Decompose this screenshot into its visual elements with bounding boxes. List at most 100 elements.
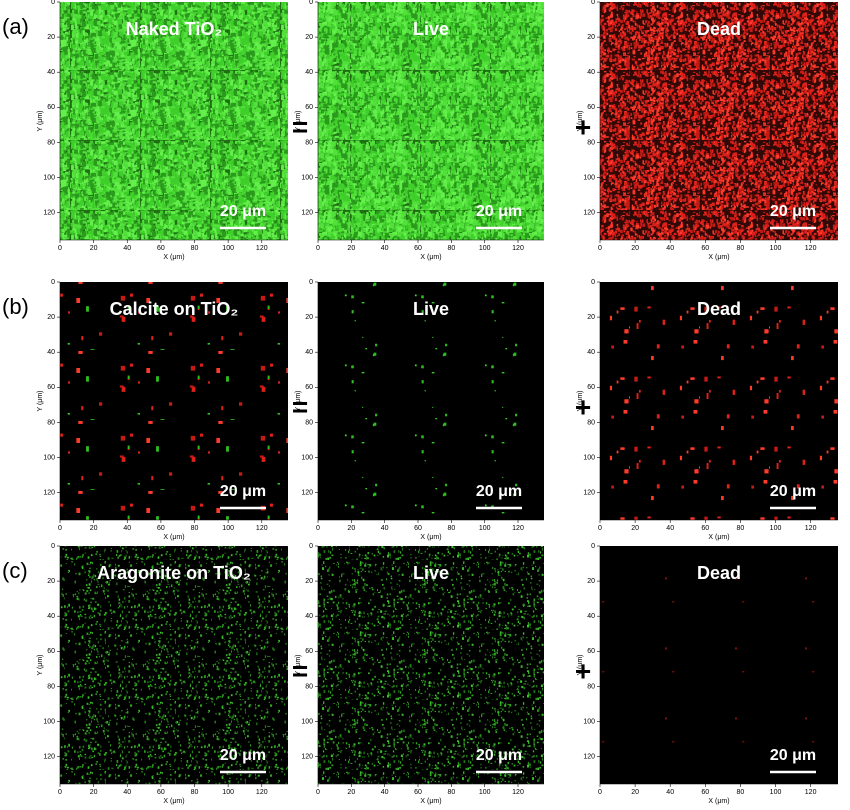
y-tick-label: 60 [305,104,313,111]
y-axis-label: Y (μm) [37,654,44,675]
y-axis-label: Y (μm) [295,390,302,411]
x-tick-label: 0 [316,525,320,532]
y-tick-label: 120 [583,209,595,216]
panel-title: Dead [697,19,741,39]
x-tick-label: 120 [805,245,817,252]
panel-title: Naked TiO₂ [126,19,223,39]
y-axis-label: Y (μm) [37,110,44,131]
x-tick-label: 100 [479,245,491,252]
y-tick-label: 20 [305,578,313,585]
x-tick-label: 100 [479,525,491,532]
x-tick-label: 80 [191,245,199,252]
micrograph-texture [318,282,544,520]
x-tick-label: 60 [414,245,422,252]
x-tick-label: 60 [157,525,165,532]
x-tick-label: 40 [381,245,389,252]
micrograph-texture [600,2,838,240]
y-axis-label: Y (μm) [295,110,302,131]
y-tick-label: 40 [47,349,55,356]
x-tick-label: 120 [512,789,524,796]
y-tick-label: 20 [305,34,313,41]
micrograph-texture [60,282,288,520]
x-tick-label: 40 [381,525,389,532]
x-tick-label: 20 [90,525,98,532]
operator: + [575,655,591,686]
x-tick-label: 120 [805,525,817,532]
y-tick-label: 20 [587,314,595,321]
x-tick-label: 120 [512,525,524,532]
y-tick-label: 80 [47,419,55,426]
row-label: (b) [2,294,29,319]
scale-bar-label: 20 μm [770,747,816,764]
y-axis-label: Y (μm) [577,654,584,675]
y-tick-label: 60 [47,648,55,655]
x-tick-label: 100 [770,525,782,532]
y-tick-label: 120 [583,753,595,760]
x-tick-label: 0 [598,245,602,252]
y-tick-label: 120 [43,489,55,496]
y-tick-label: 80 [305,419,313,426]
x-tick-label: 100 [222,245,234,252]
y-axis-label: Y (μm) [577,390,584,411]
y-axis-label: Y (μm) [577,110,584,131]
scale-bar-label: 20 μm [476,203,522,220]
y-tick-label: 0 [309,543,313,550]
y-axis-label: Y (μm) [295,654,302,675]
y-tick-label: 0 [591,279,595,286]
micrograph-texture [60,2,288,240]
y-tick-label: 0 [51,0,55,6]
y-tick-label: 60 [305,384,313,391]
panel-title: Dead [697,563,741,583]
x-tick-label: 0 [58,789,62,796]
panel-title: Dead [697,299,741,319]
x-tick-label: 100 [222,525,234,532]
y-tick-label: 20 [587,578,595,585]
x-tick-label: 0 [316,245,320,252]
y-tick-label: 20 [47,34,55,41]
operator: + [575,111,591,142]
x-tick-label: 120 [256,245,268,252]
x-tick-label: 120 [256,789,268,796]
y-tick-label: 60 [587,104,595,111]
x-tick-label: 20 [631,525,639,532]
x-axis-label: X (μm) [708,254,729,261]
y-tick-label: 60 [47,384,55,391]
x-tick-label: 20 [347,789,355,796]
micrograph-texture [318,546,544,784]
x-axis-label: X (μm) [708,534,729,541]
y-tick-label: 60 [587,384,595,391]
y-tick-label: 80 [587,683,595,690]
x-tick-label: 40 [666,525,674,532]
panel-title: Calcite on TiO₂ [110,299,239,319]
x-tick-label: 0 [316,789,320,796]
panel-title: Live [413,19,449,39]
operator: = [292,391,308,422]
y-tick-label: 0 [51,279,55,286]
y-axis-label: Y (μm) [37,390,44,411]
operator: = [292,111,308,142]
x-tick-label: 40 [123,789,131,796]
x-tick-label: 20 [90,245,98,252]
scale-bar-label: 20 μm [220,747,266,764]
operator: = [292,655,308,686]
y-tick-label: 100 [43,174,55,181]
y-tick-label: 0 [309,0,313,6]
y-tick-label: 60 [587,648,595,655]
x-tick-label: 20 [347,245,355,252]
x-tick-label: 60 [701,245,709,252]
y-tick-label: 120 [301,489,313,496]
x-tick-label: 60 [414,789,422,796]
x-tick-label: 0 [598,789,602,796]
x-axis-label: X (μm) [708,798,729,805]
x-tick-label: 40 [123,525,131,532]
y-tick-label: 40 [587,69,595,76]
x-tick-label: 60 [701,525,709,532]
x-tick-label: 60 [157,789,165,796]
row-label: (c) [2,558,28,583]
y-tick-label: 40 [305,69,313,76]
x-tick-label: 80 [447,245,455,252]
y-tick-label: 40 [47,69,55,76]
panel-title: Live [413,563,449,583]
